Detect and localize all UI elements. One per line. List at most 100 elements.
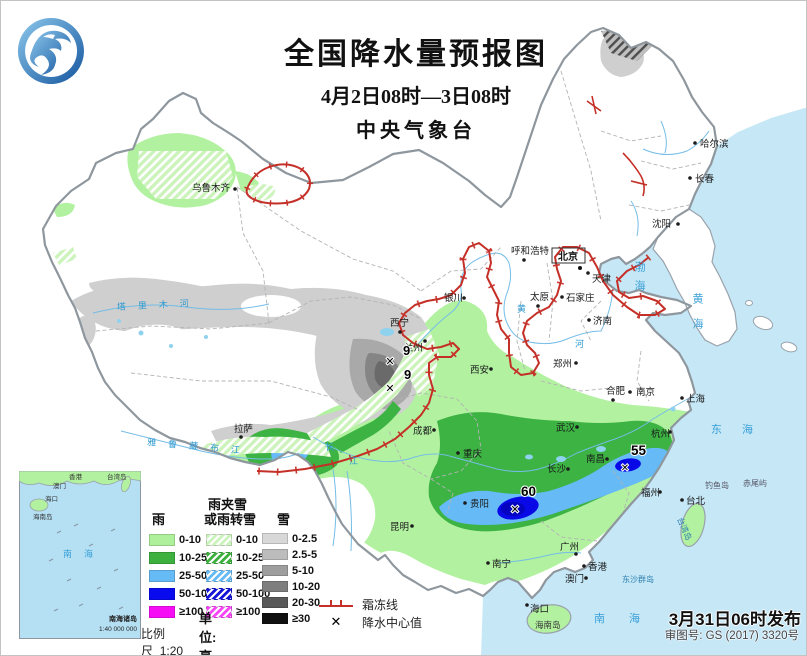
nmc-dragon-logo — [17, 18, 84, 84]
sleet-swatch — [206, 551, 232, 564]
city-label: 石家庄 — [566, 292, 595, 304]
marker-value: 9 — [404, 367, 411, 382]
inset-label-hongkong: 香港 — [69, 472, 83, 481]
scale-label: 比例尺 — [141, 627, 166, 656]
legend-sleet-header-1: 雨夹雪 — [208, 497, 248, 512]
marker-value: 55 — [631, 443, 647, 458]
hainan-island — [526, 604, 572, 634]
rain-label: 0-10 — [179, 533, 202, 546]
city-label: 香港 — [588, 561, 608, 573]
city-label: 海口 — [530, 603, 549, 615]
city-label: 长春 — [695, 173, 715, 185]
rain-label: 25-50 — [179, 569, 208, 582]
agency-name: 中央气象台 — [356, 120, 476, 142]
city-label: 沈阳 — [652, 218, 671, 230]
x-marker: ✕ — [510, 504, 519, 516]
island-label-hainan: 海南岛 — [535, 620, 561, 630]
sea-label-nanhai: 南海 — [594, 611, 664, 625]
city-label: 成都 — [413, 425, 433, 437]
legend-snow-column: 0-2.5 2.5-5 5-10 10-20 20-30 ≥30 — [262, 532, 320, 628]
sea-labels: 渤海 黄海 东海 南海 — [594, 261, 773, 625]
rain-swatch — [149, 569, 175, 582]
city-label: 兰州 — [404, 342, 423, 354]
city-label: 济南 — [593, 315, 612, 327]
inset-taiwan — [121, 475, 131, 493]
inset-label-hainan: 海南岛 — [33, 512, 53, 521]
city-labels: 乌鲁木齐 哈尔滨 长春 沈阳 天津 呼和浩特 太原 石家庄 济南 银川 西宁 兰… — [192, 138, 729, 615]
sea-label-donghai: 东海 — [711, 422, 773, 436]
city-label: 广州 — [560, 541, 579, 553]
rain-swatch — [149, 533, 175, 546]
legend-rain-header: 雨 — [152, 512, 166, 527]
snow-swatch — [262, 565, 288, 576]
sleet-label: ≥100 — [236, 605, 261, 618]
publish-time: 3月31日06时发布 — [668, 610, 801, 629]
snow-label: ≥30 — [292, 612, 311, 625]
rain-label: 10-25 — [179, 551, 208, 564]
city-label: 天津 — [592, 274, 612, 285]
snow-swatch — [262, 613, 288, 624]
river-label-chang2: 江 — [349, 456, 358, 466]
inset-islands — [48, 523, 124, 612]
rain-swatch — [149, 551, 175, 564]
sleet-swatch — [206, 533, 232, 546]
x-marker: ✕ — [621, 463, 629, 474]
frost-line-label: 霜冻线 — [362, 597, 399, 612]
rain-swatch — [149, 605, 175, 618]
city-label: 武汉 — [556, 422, 576, 434]
rain-label: 50-100 — [179, 587, 214, 600]
sleet-swatch — [206, 605, 232, 618]
inset-label-macau: 澳门 — [53, 481, 66, 490]
valid-time: 4月2日08时—3日08时 — [321, 86, 511, 108]
marker-value: 9 — [403, 343, 410, 358]
city-dots — [233, 141, 697, 607]
marker-value: 60 — [521, 484, 536, 499]
city-label: 重庆 — [463, 448, 483, 460]
snow-label: 20-30 — [292, 596, 321, 609]
city-label: 福州 — [641, 487, 660, 499]
city-label: 哈尔滨 — [700, 138, 729, 150]
island-label-chiwei: 赤尾屿 — [743, 479, 767, 488]
inset-coast — [18, 470, 142, 486]
city-label: 长沙 — [547, 463, 567, 475]
snow-swatch — [262, 581, 288, 592]
rain-swatch — [149, 587, 175, 600]
river-label-chang1: 长 — [325, 441, 334, 452]
city-label: 杭州 — [651, 428, 670, 440]
sleet-swatch — [206, 569, 232, 582]
frost-line — [243, 95, 669, 476]
city-label: 上海 — [686, 393, 706, 405]
city-label: 台北 — [686, 495, 706, 507]
snow-label: 10-20 — [292, 580, 321, 593]
precip-center-markers: ✕ 9 ✕ 9 ✕ 60 ✕ 55 — [384, 342, 647, 517]
map-approval-number: 审图号: GS (2017) 3320号 — [664, 630, 799, 642]
taiwan-island — [680, 502, 706, 548]
snow-label: 5-10 — [292, 564, 315, 577]
snow-label: 2.5-5 — [292, 548, 318, 561]
city-label: 南京 — [636, 386, 655, 398]
city-label: 银川 — [444, 292, 463, 304]
precip-center-label: 降水中心值 — [362, 615, 423, 630]
city-label: 西宁 — [390, 317, 409, 329]
map-header: 全国降水量预报图 4月2日08时—3日08时 中央气象台 — [221, 29, 611, 143]
city-label: 澳门 — [565, 573, 584, 585]
city-label: 拉萨 — [234, 423, 254, 435]
snow-swatch — [262, 597, 288, 608]
river-label-huang1: 黄 — [517, 303, 526, 314]
river-label-tarim: 塔里木河 — [117, 297, 201, 312]
city-label: 西安 — [470, 364, 489, 376]
capital-beijing: 北京 — [551, 247, 586, 270]
inset-label-taiwan: 台湾岛 — [107, 472, 127, 481]
inset-label-haikou: 海口 — [45, 494, 58, 503]
city-label: 南宁 — [492, 558, 511, 570]
river-label-huang2: 河 — [575, 338, 584, 349]
city-label: 贵阳 — [470, 498, 489, 510]
x-marker: ✕ — [385, 383, 394, 395]
sleet-label: 10-25 — [236, 551, 265, 564]
map-scale: 比例尺 1:20 000 000 — [141, 625, 183, 656]
sleet-label: 25-50 — [236, 569, 265, 582]
x-marker: ✕ — [385, 356, 394, 368]
lakes — [117, 319, 676, 462]
